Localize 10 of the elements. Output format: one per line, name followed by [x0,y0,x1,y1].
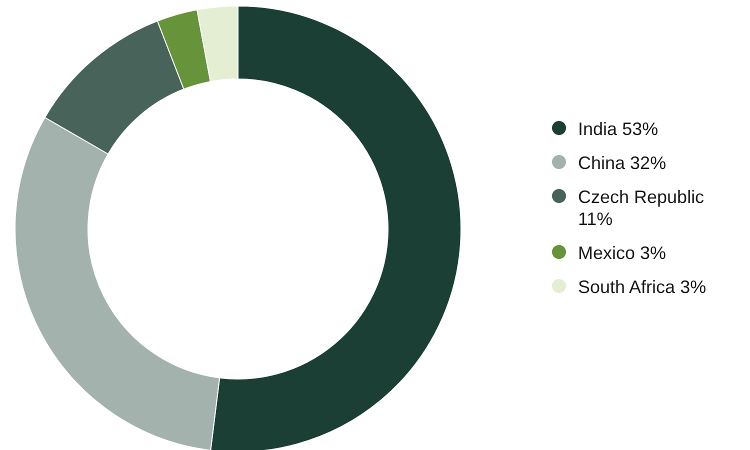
legend-label: Mexico [578,243,636,263]
legend-label: South Africa [578,277,676,297]
data-label: 3% [640,243,666,263]
data-label: 11% [578,209,613,229]
legend-label: Czech Republic [578,187,704,207]
legend-label: India [578,119,618,139]
data-label: 3% [680,277,706,297]
legend-label: China [578,153,626,173]
data-label: 32% [630,153,666,173]
data-label: 53% [622,119,658,139]
